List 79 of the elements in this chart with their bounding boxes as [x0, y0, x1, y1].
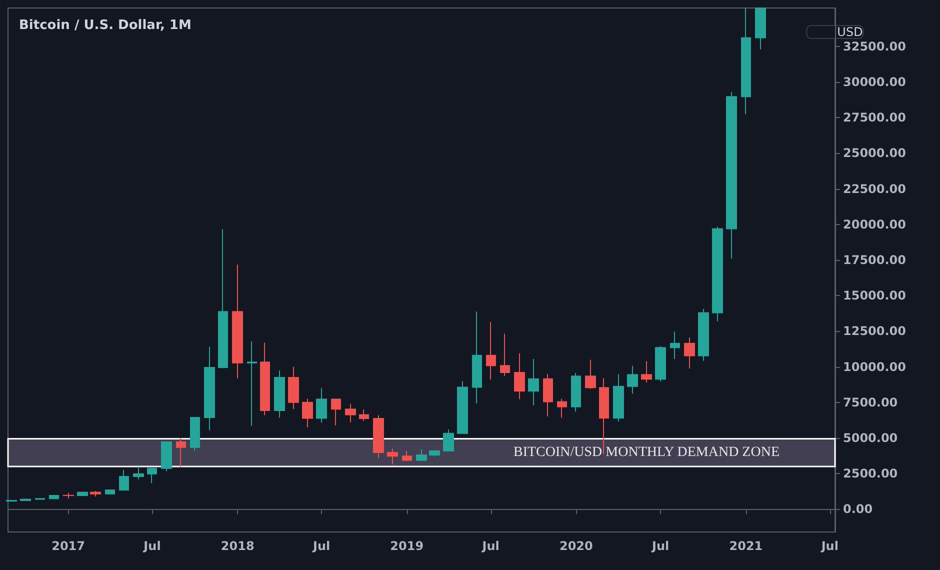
candlestick — [133, 466, 144, 480]
candlestick — [514, 352, 525, 400]
candlestick — [105, 489, 115, 494]
candlestick — [543, 373, 553, 417]
y-axis-title: USD — [837, 25, 863, 39]
y-tick-label: 27500.00 — [843, 110, 906, 125]
x-tick-label: 2019 — [390, 539, 424, 553]
candlestick — [627, 365, 638, 394]
candlestick — [528, 358, 539, 406]
y-tick-label: 2500.00 — [843, 466, 898, 481]
y-tick-label: 30000.00 — [843, 75, 906, 90]
candlestick — [585, 359, 596, 390]
candlestick — [641, 360, 652, 383]
candlestick — [345, 403, 356, 423]
candlestick — [698, 308, 709, 362]
candlestick — [161, 441, 172, 472]
candlestick — [571, 372, 581, 412]
candlestick — [755, 8, 766, 50]
x-tick-label: Jul — [651, 539, 670, 553]
candlestick — [457, 380, 468, 434]
y-tick-label: 25000.00 — [843, 146, 906, 160]
y-tick-label: 32500.00 — [843, 39, 906, 54]
x-tick-label: 2018 — [220, 539, 254, 553]
candlestick — [204, 346, 215, 431]
candlestick — [260, 342, 270, 416]
x-tick-label: 2017 — [52, 539, 85, 553]
candlestick — [176, 438, 186, 468]
candlestick — [402, 450, 412, 462]
y-tick-label: 10000.00 — [843, 360, 906, 374]
candlestick — [684, 336, 695, 370]
x-tick-label: Jul — [142, 539, 161, 553]
x-tick-label: 2021 — [729, 539, 763, 553]
candlestick — [232, 264, 243, 379]
y-tick-label: 20000.00 — [843, 217, 906, 232]
x-tick-label: 2020 — [559, 539, 593, 553]
candlestick — [274, 370, 285, 418]
candlestick — [387, 448, 398, 465]
candlestick — [359, 409, 369, 422]
candlestick — [712, 226, 723, 322]
candlestick — [655, 346, 666, 382]
candlestick — [288, 366, 299, 410]
candlestick — [486, 321, 496, 380]
y-tick-label: 5000.00 — [843, 431, 898, 446]
y-tick-label: 15000.00 — [843, 288, 906, 303]
candlestick — [302, 398, 313, 428]
candlestick — [557, 398, 567, 418]
candlestick — [247, 340, 257, 426]
band-label: BITCOIN/USD MONTHLY DEMAND ZONE — [513, 445, 780, 460]
candlestick — [500, 333, 510, 377]
candlestick — [147, 467, 157, 484]
candlestick — [119, 469, 129, 490]
candlestick — [670, 331, 680, 360]
y-tick-label: 22500.00 — [843, 182, 906, 196]
text: Bitcoin / U.S. Dollar, 1M — [19, 18, 192, 33]
y-tick-label: 12500.00 — [843, 324, 906, 338]
candlestick — [77, 492, 88, 497]
candlestick — [429, 450, 440, 458]
candlestick — [416, 448, 427, 462]
candlestick — [726, 92, 737, 260]
y-tick-label: 0.00 — [843, 502, 873, 516]
candlestick — [35, 498, 45, 500]
y-tick-label: 7500.00 — [843, 395, 898, 410]
x-tick-label: Jul — [481, 539, 500, 553]
candlestick — [331, 398, 341, 426]
candlestick — [49, 494, 59, 500]
candlestick — [63, 492, 74, 500]
candlestick — [316, 388, 327, 424]
candlestick — [90, 490, 101, 498]
candlestick — [472, 311, 482, 404]
x-tick-label: Jul — [820, 539, 838, 553]
candlestick — [373, 414, 384, 458]
candlestick — [190, 416, 200, 452]
candlestick — [443, 428, 454, 452]
candlestick — [218, 228, 228, 369]
candlestick — [20, 498, 31, 502]
y-tick-label: 17500.00 — [843, 253, 906, 268]
candlestick — [613, 374, 624, 422]
candlestick — [741, 8, 751, 115]
x-tick-label: Jul — [312, 539, 330, 553]
